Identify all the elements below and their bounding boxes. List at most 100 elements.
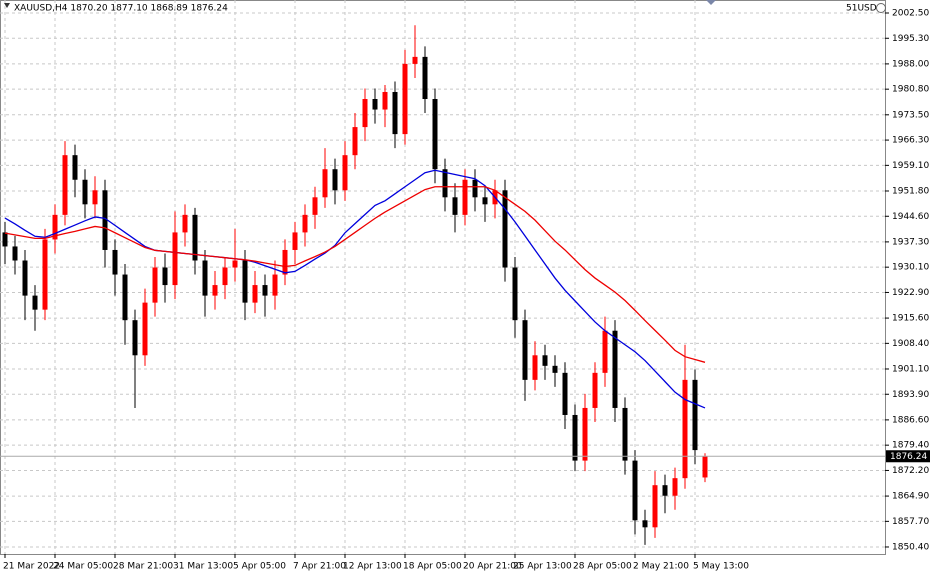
y-tick-label: 1930.10 xyxy=(892,263,929,273)
candle-body xyxy=(672,478,678,496)
candle-body xyxy=(52,214,58,240)
x-tick-label: 31 Mar 13:00 xyxy=(173,562,233,572)
menu-arrow[interactable] xyxy=(4,3,10,8)
y-tick-label: 1922.90 xyxy=(892,288,929,298)
shift-marker[interactable] xyxy=(706,0,716,5)
current-price-label: 1876.24 xyxy=(890,452,927,462)
y-tick-label: 1980.80 xyxy=(892,85,929,95)
candle-body xyxy=(692,379,698,451)
moving-average xyxy=(4,169,706,409)
y-tick-label: 1966.30 xyxy=(892,136,929,146)
candle-body xyxy=(102,190,108,250)
candle-body xyxy=(322,169,328,198)
candle-body xyxy=(112,249,118,275)
candle-body xyxy=(292,232,298,250)
candle-body xyxy=(62,155,68,215)
candle-body xyxy=(632,460,638,521)
candle-body xyxy=(702,456,708,478)
candle-body xyxy=(662,485,668,496)
candle-body xyxy=(12,246,18,261)
candle-body xyxy=(432,99,438,170)
current-price-box xyxy=(886,450,930,463)
candle-body xyxy=(482,197,488,205)
candle-body xyxy=(592,372,598,408)
candle-body xyxy=(532,355,538,380)
candle-body xyxy=(502,190,508,268)
chart-title: XAUUSD,H4 1870.20 1877.10 1868.89 1876.2… xyxy=(14,4,228,14)
account-label: 51USD xyxy=(846,4,877,14)
candle-body xyxy=(212,285,218,296)
candle-body xyxy=(2,232,8,247)
y-tick-label: 1850.40 xyxy=(892,542,929,552)
candle-body xyxy=(82,179,88,205)
x-tick-label: 24 Mar 05:00 xyxy=(53,562,113,572)
candle-body xyxy=(472,179,478,198)
candle-body xyxy=(72,155,78,180)
candle-body xyxy=(582,407,588,461)
candle-body xyxy=(172,232,178,286)
y-tick-label: 1879.40 xyxy=(892,441,929,451)
candle-body xyxy=(642,520,648,528)
y-tick-label: 1908.40 xyxy=(892,339,929,349)
candle-body xyxy=(252,285,258,303)
candle-body xyxy=(442,169,448,198)
candle-body xyxy=(392,91,398,135)
y-tick-label: 1901.10 xyxy=(892,364,929,374)
candle-body xyxy=(342,155,348,191)
x-tick-label: 2 May 21:00 xyxy=(633,562,689,572)
moving-average xyxy=(4,186,706,363)
candle-body xyxy=(552,365,558,373)
candle-body xyxy=(232,260,238,268)
candle-body xyxy=(242,260,248,303)
y-tick-label: 1893.90 xyxy=(892,390,929,400)
candle-body xyxy=(402,63,408,135)
candle-body xyxy=(412,56,418,64)
candle-body xyxy=(272,274,278,296)
y-tick-label: 1886.60 xyxy=(892,415,929,425)
close-button[interactable] xyxy=(876,3,886,13)
y-tick-label: 1857.70 xyxy=(892,517,929,527)
candle-body xyxy=(382,91,388,110)
candle-body xyxy=(522,320,528,380)
candle-body xyxy=(282,249,288,275)
y-tick-label: 1995.30 xyxy=(892,34,929,44)
candle-body xyxy=(422,56,428,100)
y-tick-label: 1864.90 xyxy=(892,492,929,502)
y-tick-label: 1944.60 xyxy=(892,212,929,222)
x-tick-label: 21 Mar 2022 xyxy=(3,562,60,572)
candle-body xyxy=(132,320,138,356)
candle-body xyxy=(222,267,228,286)
candle-body xyxy=(182,214,188,233)
x-tick-label: 25 Apr 13:00 xyxy=(513,562,572,572)
candle-body xyxy=(512,267,518,321)
x-tick-label: 18 Apr 05:00 xyxy=(403,562,462,572)
candle-body xyxy=(332,169,338,191)
candle-body xyxy=(162,267,168,286)
y-tick-label: 1988.00 xyxy=(892,59,929,69)
candle-body xyxy=(22,260,28,296)
plot-frame xyxy=(0,0,886,555)
x-tick-label: 5 Apr 05:00 xyxy=(233,562,286,572)
candle-body xyxy=(652,485,658,528)
candle-body xyxy=(542,355,548,366)
candle-body xyxy=(352,127,358,156)
candle-body xyxy=(42,239,48,310)
candle-body xyxy=(32,295,38,310)
y-tick-label: 1937.30 xyxy=(892,237,929,247)
candle-body xyxy=(462,179,468,215)
candle-body xyxy=(92,190,98,205)
x-tick-label: 20 Apr 21:00 xyxy=(463,562,522,572)
candle-body xyxy=(302,214,308,233)
y-tick-label: 1915.60 xyxy=(892,314,929,324)
candle-body xyxy=(612,330,618,408)
candle-body xyxy=(682,379,688,479)
candle-body xyxy=(602,330,608,373)
x-tick-label: 28 Mar 21:00 xyxy=(113,562,173,572)
candle-body xyxy=(312,197,318,215)
candle-body xyxy=(452,197,458,215)
y-tick-label: 1959.10 xyxy=(892,161,929,171)
x-tick-label: 28 Apr 05:00 xyxy=(573,562,632,572)
candle-body xyxy=(372,99,378,110)
candle-body xyxy=(262,285,268,296)
